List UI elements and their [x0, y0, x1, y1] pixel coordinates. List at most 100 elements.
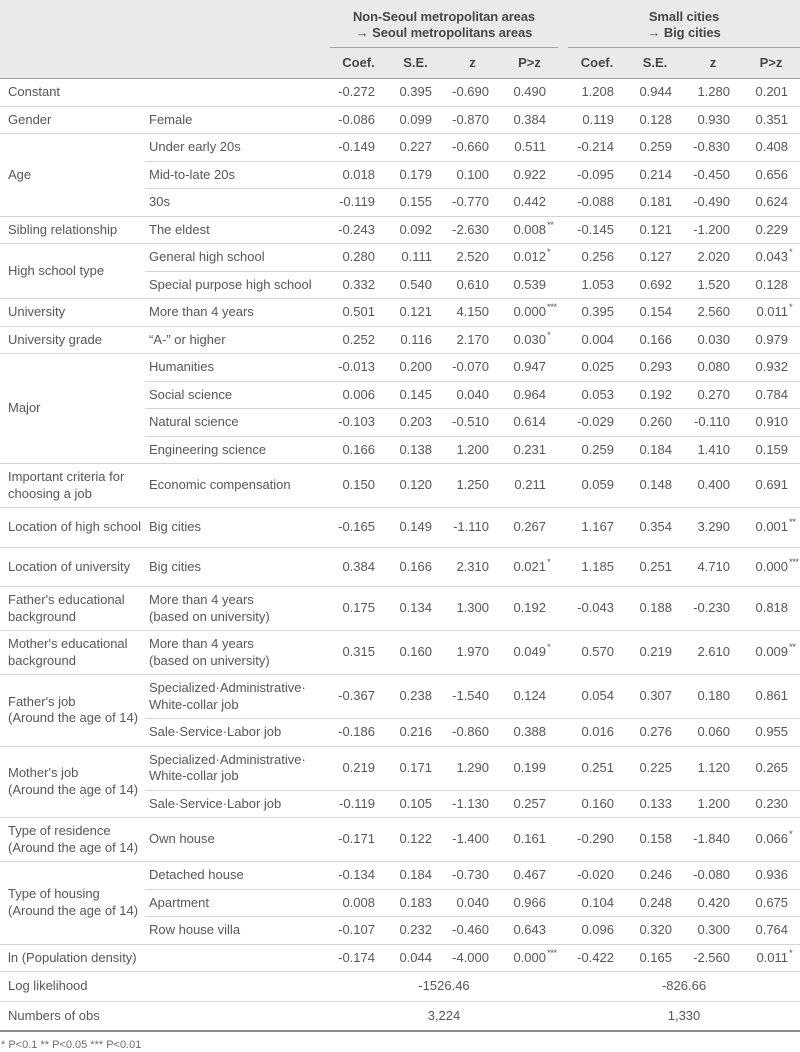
column-header-se: S.E. [387, 47, 444, 79]
group-spacer [558, 944, 568, 972]
group-spacer [558, 818, 568, 862]
group-spacer [558, 409, 568, 437]
table-row: Important criteria for choosing a job Eco… [0, 463, 800, 508]
row-category: Major [8, 400, 41, 416]
row-category: Mother's educational background [8, 636, 128, 668]
cell-g2-coef: 0.160 [581, 795, 614, 811]
cell-g1-coef: -0.149 [338, 139, 375, 154]
cell-g1-pz: 0.384 [513, 111, 546, 127]
cell-g1-se: 0.179 [399, 166, 432, 182]
row-category: Type of residence (Around the age of 14) [8, 823, 139, 855]
cell-g2-coef: 0.004 [581, 331, 614, 347]
cell-g1-se: 0.145 [399, 386, 432, 402]
cell-g1-z: -1.540 [452, 688, 489, 704]
p-value: 0.008 ** [513, 219, 554, 237]
group-spacer [558, 354, 568, 382]
row-sublabel: Under early 20s [149, 139, 241, 154]
cell-g1-pz: 0.257 [513, 795, 546, 811]
cell-g1-coef: 0.166 [342, 441, 375, 457]
table-body: Constant -0.272 0.395 -0.690 0.490 1.208 0.944… [0, 78, 800, 972]
cell-g2-se: 0.181 [639, 194, 672, 209]
cell-g1-coef: 0.219 [342, 759, 375, 775]
row-category: Sibling relationship [8, 221, 118, 237]
cell-g1-pz: 0.231 [513, 441, 546, 457]
p-value: 0.009 ** [755, 642, 796, 660]
cell-g2-z: -0.830 [693, 139, 730, 154]
significance-footnote: * P<0.1 ** P<0.05 *** P<0.01 [1, 1039, 142, 1051]
cell-g2-pz: 0.624 [755, 194, 789, 209]
row-category: Mother's job (Around the age of 14) [8, 765, 139, 797]
cell-g2-se: 0.165 [639, 949, 672, 965]
cell-g2-z: 2.020 [697, 249, 730, 264]
row-category: Father's job (Around the age of 14) [8, 693, 139, 726]
cell-g1-se: 0.216 [399, 724, 432, 739]
cell-g1-se: 0.171 [399, 759, 432, 775]
group-spacer [558, 161, 568, 189]
cell-g1-coef: -0.186 [338, 724, 375, 739]
cell-g2-z: -0.230 [693, 600, 730, 616]
column-header-pz: P>z [501, 47, 558, 79]
cell-g1-z: 1.290 [456, 759, 489, 775]
cell-g1-pz: 0.008 ** [501, 216, 558, 244]
table-row: Sibling relationship The eldest -0.243 0.09… [0, 216, 800, 244]
p-value: 0.011 * [756, 947, 793, 965]
significance-stars: ** [547, 219, 554, 231]
table-row: Father's job (Around the age of 14) Speci… [0, 674, 800, 725]
cell-g2-coef: 0.016 [581, 724, 614, 739]
table-row: Type of residence (Around the age of 14)… [0, 817, 800, 862]
cell-g1-se: 0.138 [399, 441, 432, 457]
cell-g1-coef: 0.315 [342, 644, 375, 660]
cell-g2-se: 0.192 [639, 386, 672, 402]
cell-g1-coef: 0.332 [342, 276, 375, 292]
cell-g2-pz: 0.675 [755, 894, 789, 910]
table-row: Engineering science 0.166 0.138 1.200 0.231 0… [0, 436, 800, 464]
group-spacer [558, 216, 568, 244]
cell-g1-z: 1.250 [456, 477, 489, 493]
cell-g1-z: -0.730 [452, 867, 489, 882]
cell-g2-pz: 0.159 [755, 441, 789, 457]
significance-stars: ** [789, 642, 796, 654]
cell-g2-coef: 1.167 [581, 519, 614, 534]
table-row: Mother's educational background More than… [0, 630, 800, 675]
cell-g2-se: 0.188 [639, 600, 672, 616]
row-sublabel: More than 4 years [149, 304, 254, 319]
cell-g1-se: 0.149 [399, 519, 432, 534]
cell-g2-z: 0.080 [697, 359, 730, 374]
cell-g1-se: 0.395 [399, 84, 432, 99]
cell-g1-z: -2.630 [452, 221, 489, 237]
group-spacer [558, 47, 568, 79]
cell-g1-pz: 0.643 [513, 922, 546, 937]
cell-g1-pz: 0.614 [513, 414, 546, 429]
cell-g2-pz: 0.784 [755, 386, 789, 402]
cell-g1-coef: -0.086 [338, 111, 375, 127]
cell-g1-pz: 0.490 [513, 84, 546, 99]
table-row: Location of university Big cities 0.384 0.1… [0, 547, 800, 587]
row-category: ln (Population density) [8, 949, 137, 965]
significance-stars: * [789, 829, 793, 841]
row-category: Father's educational background [8, 592, 125, 624]
row-sublabel: Natural science [149, 414, 239, 429]
cell-g1-se: 0.200 [399, 359, 432, 374]
cell-g1-se: 0.116 [400, 331, 432, 347]
header-group-row: Non-Seoul metropolitan areas → Seoul met… [0, 0, 800, 48]
table-row: ln (Population density) -0.174 0.044 -4.000… [0, 944, 800, 972]
cell-g2-coef: 0.054 [581, 688, 614, 704]
cell-g2-pz: 0.128 [755, 276, 789, 292]
cell-g2-coef: 0.059 [581, 477, 614, 493]
cell-g2-pz: 0.818 [755, 600, 789, 616]
row-category: Age [8, 166, 32, 182]
cell-g2-z: 2.610 [697, 644, 730, 660]
cell-g2-pz: 0.351 [755, 111, 789, 127]
row-sublabel: More than 4 years (based on university) [149, 636, 270, 668]
row-sublabel: Sale·Service·Labor job [149, 795, 282, 811]
cell-g1-coef: 0.175 [342, 600, 375, 616]
group-spacer [558, 436, 568, 464]
row-category: Constant [8, 84, 61, 99]
row-category: Location of university [8, 558, 131, 574]
group-spacer [558, 746, 568, 790]
row-sublabel: Social science [149, 386, 233, 402]
cell-g2-pz: 0.408 [755, 139, 789, 154]
p-value: 0.011 * [756, 302, 793, 319]
cell-g1-se: 0.134 [399, 600, 432, 616]
